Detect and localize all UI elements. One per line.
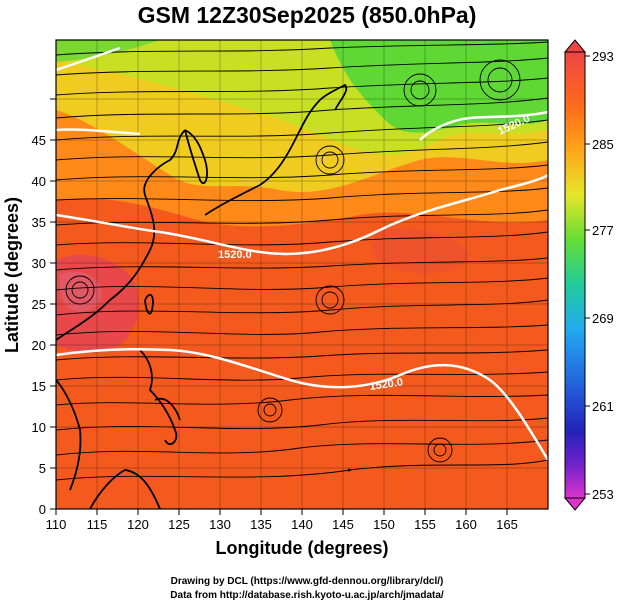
temperature-band-green [330, 40, 548, 133]
coastlines [56, 83, 348, 509]
y-tick-label: 35 [32, 215, 46, 230]
x-axis: 110 115 120 125 130 135 140 145 150 155 … [46, 509, 518, 532]
contour-1520-east [419, 110, 548, 141]
map-title: GSM 12Z30Sep2025 (850.0hPa) [138, 2, 477, 28]
contour-1520-south [56, 347, 548, 461]
y-axis: 0 5 10 15 20 25 30 35 40 45 [32, 98, 56, 517]
colorbar-tick-label: 285 [592, 137, 614, 152]
contour-label-south: 1520.0 [369, 376, 404, 393]
x-tick-label: 165 [496, 517, 518, 532]
x-tick-label: 120 [127, 517, 149, 532]
plot-area: 1520.0 1520.0 1520.0 [56, 40, 548, 509]
x-tick-label: 140 [291, 517, 313, 532]
x-tick-label: 145 [332, 517, 354, 532]
contour-1520-north [56, 173, 548, 256]
x-tick-label: 160 [455, 517, 477, 532]
credit-data: Data from http://database.rish.kyoto-u.a… [170, 590, 444, 601]
height-contours [56, 46, 548, 461]
y-tick-label: 15 [32, 379, 46, 394]
y-tick-label: 5 [39, 461, 46, 476]
x-tick-label: 135 [250, 517, 272, 532]
colorbar-tick-label: 253 [592, 487, 614, 502]
contour-top [56, 46, 121, 72]
x-tick-label: 115 [87, 517, 108, 532]
x-axis-label: Longitude (degrees) [215, 538, 388, 558]
y-tick-label: 20 [32, 338, 46, 353]
colorbar: 293 285 277 269 261 253 [563, 39, 614, 511]
y-tick-label: 45 [32, 133, 46, 148]
y-tick-label: 10 [32, 420, 46, 435]
credit-drawing: Drawing by DCL (https://www.gfd-dennou.o… [171, 576, 444, 587]
colorbar-tick-label: 269 [592, 311, 614, 326]
contour-upper [56, 128, 141, 136]
streamlines [56, 41, 548, 481]
colorbar-gradient [564, 51, 586, 499]
y-tick-label: 40 [32, 174, 46, 189]
x-tick-label: 125 [168, 517, 190, 532]
colorbar-tick-label: 261 [592, 399, 614, 414]
grid-lines [56, 40, 548, 509]
x-tick-label: 110 [46, 517, 67, 532]
y-axis-label: Latitude (degrees) [2, 197, 22, 353]
colorbar-top-arrow [563, 39, 587, 53]
x-tick-label: 130 [209, 517, 231, 532]
colorbar-tick-label: 277 [592, 223, 614, 238]
contour-label-north: 1520.0 [218, 249, 252, 261]
colorbar-tick-label: 293 [592, 49, 614, 64]
y-tick-label: 0 [39, 502, 46, 517]
x-tick-label: 150 [373, 517, 395, 532]
x-tick-label: 155 [414, 517, 436, 532]
colorbar-bottom-arrow [563, 497, 587, 511]
y-tick-label: 25 [32, 297, 46, 312]
y-tick-label: 30 [32, 256, 46, 271]
